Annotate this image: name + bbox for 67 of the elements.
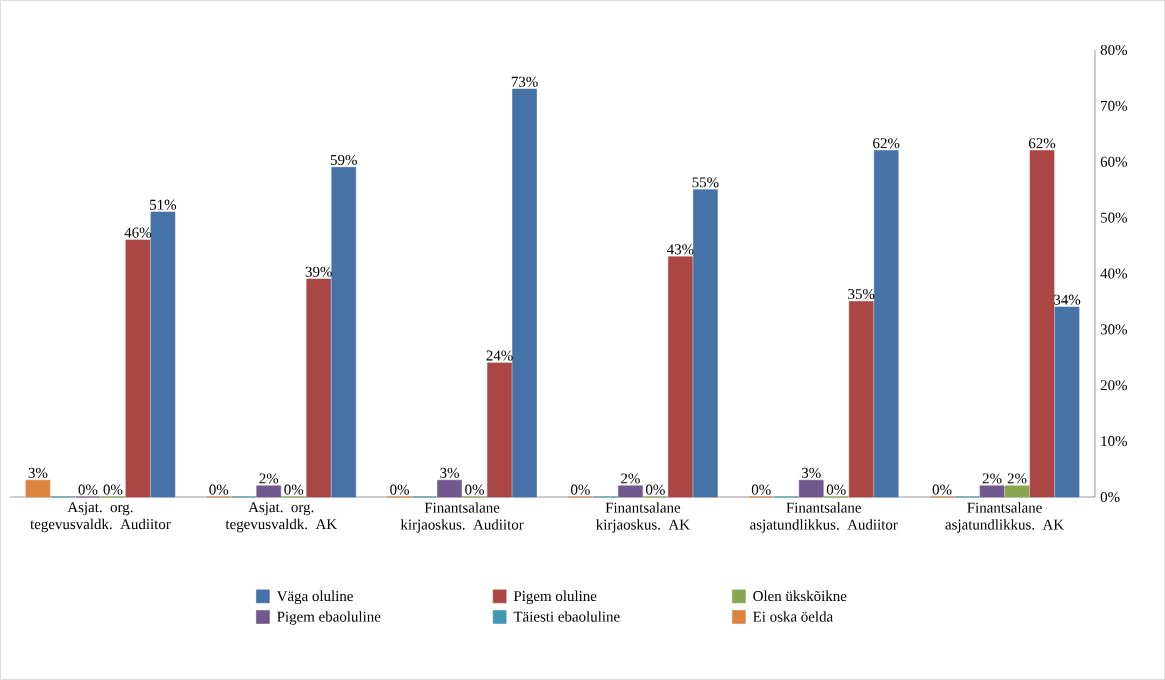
y-tick-label: 30% xyxy=(1100,324,1128,335)
data-label: 2% xyxy=(621,473,640,484)
bar xyxy=(1004,485,1030,498)
data-label: 62% xyxy=(1028,138,1056,149)
bar xyxy=(668,256,693,498)
x-tick-label: Finantsalane asjatundlikkus. AK xyxy=(945,502,1064,533)
data-label: 0% xyxy=(390,484,410,495)
bar xyxy=(25,479,51,498)
data-label: 3% xyxy=(801,467,821,478)
data-label: 2% xyxy=(259,473,279,484)
data-label: 0% xyxy=(826,484,846,495)
bar xyxy=(693,189,718,498)
data-label: 59% xyxy=(330,154,357,166)
legend-label: Pigem ebaoluline xyxy=(277,611,381,625)
bar xyxy=(1054,306,1080,498)
bar xyxy=(331,167,357,498)
x-tick-label: Finantsalane kirjaoskus. AK xyxy=(596,502,690,533)
legend-label: Täiesti ebaoluline xyxy=(513,611,620,622)
data-label: 2% xyxy=(1007,473,1027,484)
bar xyxy=(512,88,537,498)
x-tick-label: Asjat. org. tegevusvaldk. Audiitor xyxy=(30,502,171,533)
data-label: 62% xyxy=(873,138,900,149)
data-label: 0% xyxy=(751,484,771,495)
legend-label: Väga oluline xyxy=(276,590,353,605)
bar xyxy=(1029,150,1055,498)
y-tick-label: 50% xyxy=(1101,212,1128,223)
bar xyxy=(979,485,1005,498)
data-label: 0% xyxy=(646,484,665,495)
y-tick-label: 80% xyxy=(1100,44,1128,56)
data-label: 51% xyxy=(150,199,177,210)
data-label: 3% xyxy=(440,467,460,478)
y-tick-label: 20% xyxy=(1100,380,1128,391)
bar xyxy=(798,479,824,498)
data-label: 0% xyxy=(78,484,98,495)
data-label: 3% xyxy=(28,467,48,478)
bar xyxy=(487,362,512,498)
data-label: 55% xyxy=(692,177,719,188)
legend-label: Pigem oluline xyxy=(513,590,597,605)
legend-label: Olen ükskõikne xyxy=(753,590,847,602)
y-tick-label: 60% xyxy=(1100,156,1128,167)
bar xyxy=(125,239,151,498)
y-tick-label: 40% xyxy=(1100,268,1128,279)
bar xyxy=(848,301,874,498)
bar xyxy=(256,485,282,498)
data-label: 73% xyxy=(511,76,538,87)
y-tick-label: 0% xyxy=(1100,491,1120,503)
bar xyxy=(306,278,332,498)
y-tick-label: 70% xyxy=(1101,100,1128,111)
data-label: 0% xyxy=(465,484,485,495)
data-label: 39% xyxy=(305,266,332,277)
y-tick-label: 10% xyxy=(1101,436,1128,447)
data-label: 0% xyxy=(571,484,590,495)
data-label: 0% xyxy=(103,484,123,495)
legend-label: Ei oska öelda xyxy=(753,611,833,622)
x-tick-label: Asjat. org. tegevusvaldk. AK xyxy=(225,502,337,533)
bar xyxy=(873,150,899,498)
bar xyxy=(437,479,462,498)
data-label: 0% xyxy=(209,484,229,495)
data-label: 34% xyxy=(1054,294,1081,305)
data-label: 46% xyxy=(124,227,152,238)
data-label: 0% xyxy=(284,484,304,495)
x-tick-label: Finantsalane kirjaoskus. Audiitor xyxy=(400,502,524,533)
bar xyxy=(618,485,643,498)
data-label: 2% xyxy=(982,473,1002,484)
x-tick-label: Finantsalane asjatundlikkus. Audiitor xyxy=(750,502,898,533)
bar xyxy=(150,211,176,498)
data-label: 0% xyxy=(932,484,952,495)
